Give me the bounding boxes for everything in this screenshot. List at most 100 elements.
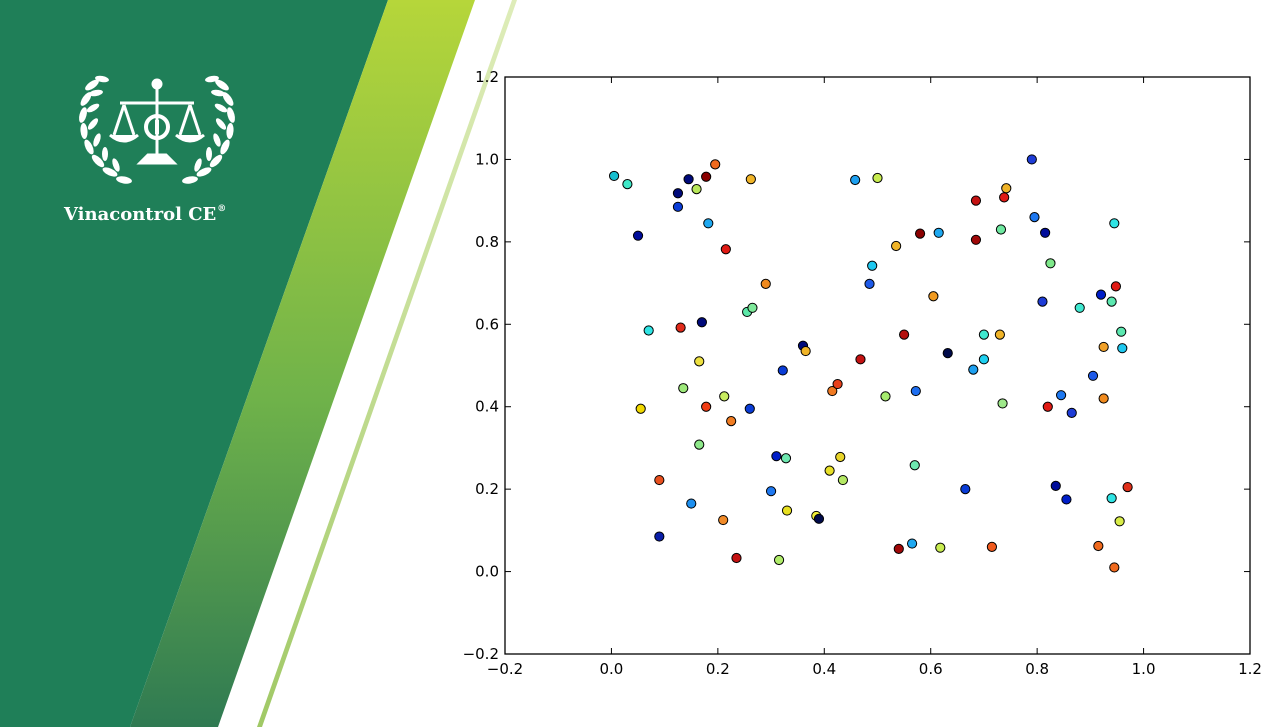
scatter-point	[765, 486, 777, 497]
scatter-point	[960, 484, 971, 495]
scatter-point	[891, 240, 902, 252]
scatter-point	[1074, 302, 1085, 313]
scatter-point	[1098, 341, 1109, 353]
scatter-point	[995, 224, 1007, 235]
thin-stripe	[257, 0, 517, 727]
scatter-point	[683, 174, 694, 185]
scatter-point	[1117, 343, 1128, 354]
scatter-point	[726, 416, 737, 427]
scatter-point	[1001, 183, 1012, 194]
scatter-point	[800, 345, 811, 357]
scatter-point	[970, 195, 982, 206]
scatter-point	[837, 474, 849, 486]
scatter-point	[719, 391, 730, 402]
y-tick-label: 0.4	[475, 398, 499, 416]
scatter-point	[872, 172, 883, 184]
scatter-point	[696, 317, 707, 328]
scatter-point	[654, 531, 665, 542]
x-tick-label: 0.6	[919, 660, 943, 678]
scatter-point	[910, 385, 921, 397]
scatter-point	[1029, 212, 1040, 223]
y-tick-label: 1.2	[475, 68, 499, 86]
scatter-point	[864, 278, 875, 289]
x-tick-label: −0.2	[487, 660, 523, 678]
scatter-point	[1106, 296, 1117, 307]
scatter-point	[622, 179, 633, 190]
brand-name: Vinacontrol CE	[64, 204, 217, 225]
scatter-point	[935, 542, 946, 553]
scatter-point	[970, 234, 982, 245]
scatter-point	[701, 171, 712, 182]
scatter-point	[850, 174, 861, 186]
scatter-point	[731, 552, 742, 564]
x-tick-label: 1.0	[1132, 660, 1156, 678]
scatter-point	[994, 329, 1005, 340]
scatter-point	[744, 403, 755, 414]
y-tick-label: 0.2	[475, 480, 499, 498]
scatter-point	[986, 541, 998, 552]
scatter-point	[893, 543, 904, 555]
scatter-point	[1050, 480, 1061, 491]
scatter-point	[635, 403, 646, 414]
scatter-point	[997, 398, 1008, 409]
scatter-point	[1037, 296, 1048, 307]
scatter-point	[1055, 390, 1067, 401]
scatter-point	[899, 329, 910, 340]
scatter-point	[1093, 540, 1104, 552]
y-tick-label: 0.8	[475, 233, 499, 251]
scatter-point	[694, 439, 705, 450]
scatter-point	[855, 354, 866, 365]
y-tick-label: 0.6	[475, 315, 499, 333]
scatter-point	[654, 474, 665, 486]
scatter-point	[1042, 401, 1053, 412]
scatter-point	[672, 188, 684, 199]
scatter-point	[1040, 227, 1051, 238]
scatter-point	[1087, 370, 1099, 381]
scatter-points	[608, 154, 1133, 573]
scales-laurel-logo-icon	[79, 75, 235, 184]
scatter-point	[999, 192, 1010, 203]
scatter-point	[906, 538, 918, 549]
scatter-point	[835, 451, 846, 463]
scatter-point	[701, 401, 712, 412]
scatter-point	[686, 498, 697, 509]
plot-area	[504, 76, 1251, 655]
scatter-point	[867, 260, 878, 271]
x-tick-label: 0.8	[1025, 660, 1049, 678]
y-tick-label: 1.0	[475, 150, 499, 168]
scatter-point	[1109, 218, 1120, 229]
brand-wordmark: Vinacontrol CE®	[64, 204, 226, 225]
scatter-point	[813, 513, 825, 524]
scatter-point	[643, 325, 654, 336]
y-tick-label: 0.0	[475, 563, 499, 581]
scatter-point	[608, 170, 620, 182]
scatter-point	[1061, 494, 1072, 505]
scatter-point	[832, 378, 843, 390]
scatter-point	[672, 201, 684, 212]
scatter-point	[703, 218, 714, 229]
scatter-point	[678, 383, 689, 394]
scatter-point	[978, 329, 990, 340]
scatter-point	[675, 322, 686, 333]
registered-mark: ®	[217, 204, 227, 214]
scatter-point	[745, 174, 756, 185]
x-tick-label: 0.2	[706, 660, 730, 678]
scatter-point	[710, 159, 721, 170]
scatter-point	[933, 227, 944, 238]
scatter-point	[747, 302, 758, 313]
scatter-point	[632, 230, 644, 241]
scatter-point	[1116, 326, 1127, 337]
scatter-point	[1095, 289, 1107, 300]
scatter-point	[909, 460, 920, 471]
scatter-point	[694, 356, 705, 367]
scatter-point	[1098, 393, 1109, 404]
scatter-point	[780, 453, 792, 464]
scatter-point	[777, 365, 788, 376]
scatter-point	[914, 228, 926, 239]
x-tick-label: 1.2	[1238, 660, 1262, 678]
scatter-point	[968, 364, 979, 375]
scatter-point	[1045, 258, 1056, 269]
scatter-point	[1110, 281, 1122, 292]
